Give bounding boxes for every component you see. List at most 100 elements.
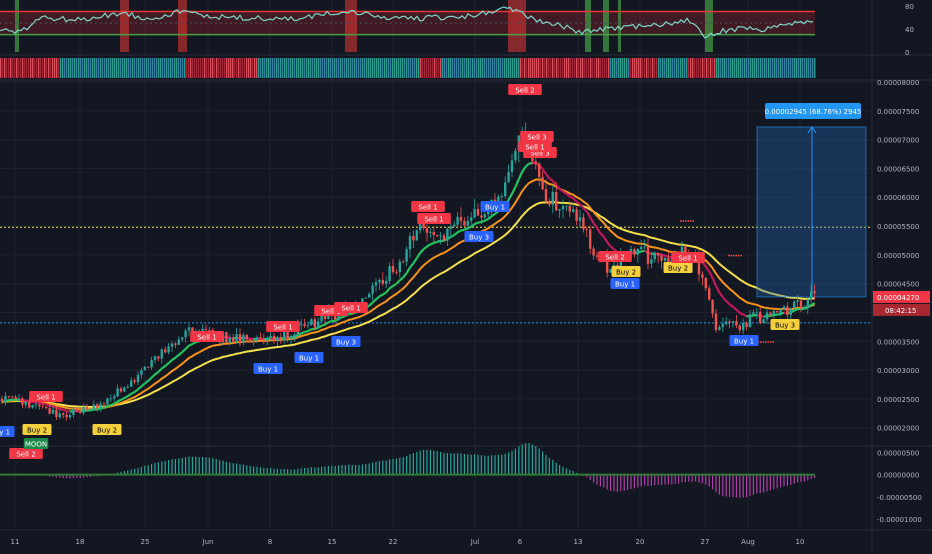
heat-bar-446 <box>446 58 447 78</box>
candle-body <box>273 336 275 341</box>
candle-body <box>558 209 560 210</box>
heat-bar-684 <box>684 58 685 78</box>
heat-bar-142 <box>142 58 143 78</box>
heat-bar-620 <box>620 58 621 78</box>
ema-fast-segment <box>342 316 345 317</box>
heat-bar-424 <box>424 58 425 78</box>
candle-body <box>402 262 404 263</box>
heat-bar-722 <box>722 58 723 78</box>
heat-bar-682 <box>682 58 683 78</box>
signal-text: Buy 1 <box>485 204 505 212</box>
heat-bar-472 <box>472 58 473 78</box>
heat-bar-656 <box>656 58 657 78</box>
heat-bar-336 <box>336 58 337 78</box>
signal-text: Sell 1 <box>424 216 443 224</box>
heat-bar-364 <box>364 58 365 78</box>
heat-bar-202 <box>202 58 203 78</box>
stop-marker-1 <box>688 220 690 222</box>
candle-body <box>460 217 462 221</box>
candle-body <box>419 224 421 231</box>
heat-bar-736 <box>736 58 737 78</box>
rsi-oversold-zone-1 <box>585 0 591 52</box>
heat-bar-744 <box>744 58 745 78</box>
candle-body <box>72 409 74 415</box>
heat-bar-350 <box>350 58 351 78</box>
ema-fast-segment <box>46 404 49 405</box>
candle-body <box>269 336 271 338</box>
candle-body <box>535 161 537 163</box>
candle-body <box>65 415 67 417</box>
heat-bar-782 <box>782 58 783 78</box>
signal-sell-7: Sell 1 <box>266 321 300 332</box>
heat-bar-108 <box>108 58 109 78</box>
heat-bar-476 <box>476 58 477 78</box>
candle-body <box>395 272 397 273</box>
ema-fast-segment <box>315 328 318 329</box>
heat-bar-126 <box>126 58 127 78</box>
candle-body <box>99 404 101 409</box>
candle-body <box>123 387 125 391</box>
candle-body <box>127 387 129 388</box>
heat-bar-338 <box>338 58 339 78</box>
candle-body <box>178 339 180 344</box>
heat-bar-252 <box>252 58 253 78</box>
heat-bar-754 <box>754 58 755 78</box>
heat-bar-490 <box>490 58 491 78</box>
candle-body <box>548 201 550 205</box>
heat-bar-680 <box>680 58 681 78</box>
heat-bar-646 <box>646 58 647 78</box>
heat-bar-294 <box>294 58 295 78</box>
heat-bar-664 <box>664 58 665 78</box>
heat-bar-724 <box>724 58 725 78</box>
candle-body <box>633 249 635 254</box>
candle-body <box>55 410 57 417</box>
heat-bar-526 <box>526 58 527 78</box>
heat-bar-352 <box>352 58 353 78</box>
ema-fast-segment <box>641 251 644 252</box>
candle-body <box>769 312 771 314</box>
candle-body <box>130 380 132 386</box>
signal-text: Sell 2 <box>605 254 624 262</box>
heat-bar-674 <box>674 58 675 78</box>
candle-body <box>810 291 812 299</box>
time-tick-1: 18 <box>76 538 85 546</box>
heat-bar-378 <box>378 58 379 78</box>
heat-bar-544 <box>544 58 545 78</box>
heat-bar-602 <box>602 58 603 78</box>
heat-bar-416 <box>416 58 417 78</box>
candle-body <box>477 209 479 215</box>
heat-bar-452 <box>452 58 453 78</box>
heat-bar-432 <box>432 58 433 78</box>
ema-fast-segment <box>118 400 121 402</box>
candle-body <box>144 367 146 370</box>
heat-bar-696 <box>696 58 697 78</box>
heat-bar-742 <box>742 58 743 78</box>
heat-bar-690 <box>690 58 691 78</box>
heat-bar-386 <box>386 58 387 78</box>
heat-bar-546 <box>546 58 547 78</box>
heat-bar-774 <box>774 58 775 78</box>
heat-bar-402 <box>402 58 403 78</box>
candle-body <box>776 311 778 313</box>
heat-bar-802 <box>802 58 803 78</box>
heat-bar-176 <box>176 58 177 78</box>
heat-bar-408 <box>408 58 409 78</box>
heat-bar-344 <box>344 58 345 78</box>
ema-fast-segment <box>481 221 484 222</box>
candle-body <box>232 338 234 342</box>
heat-bar-210 <box>210 58 211 78</box>
heat-bar-568 <box>568 58 569 78</box>
heat-bar-380 <box>380 58 381 78</box>
heat-bar-430 <box>430 58 431 78</box>
heat-bar-586 <box>586 58 587 78</box>
heat-bar-112 <box>112 58 113 78</box>
candle-body <box>732 321 734 323</box>
stop-marker-0 <box>738 255 740 257</box>
signal-text: Buy 1 <box>734 338 754 346</box>
heat-bar-422 <box>422 58 423 78</box>
heat-bar-170 <box>170 58 171 78</box>
candle-body <box>375 282 377 285</box>
heat-bar-570 <box>570 58 571 78</box>
